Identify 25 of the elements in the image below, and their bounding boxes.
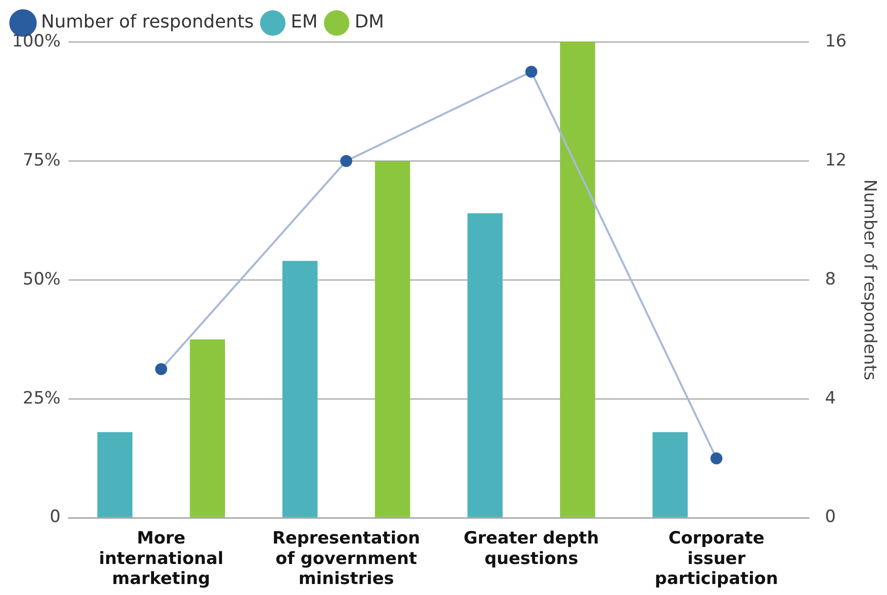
y-tick-label: 75% [22,150,61,170]
y2-tick-label: 12 [824,150,847,170]
x-tick-label: Representation of government ministries [272,528,420,590]
x-tick-label: Corporate issuer participation [654,528,778,590]
y2-tick-label: 8 [824,269,836,290]
y-tick-label: 100% [12,31,61,52]
bar [374,160,410,518]
bar [190,339,226,518]
legend-label: EM [290,12,318,33]
bar [652,432,688,518]
legend-label: Number of respondents [41,12,254,33]
y-tick-label: 50% [22,269,61,290]
x-tick-label: More international marketing [98,528,224,590]
legend-label: DM [354,12,384,33]
bar [282,260,318,518]
y2-tick-label: 16 [824,31,847,52]
bar [560,42,596,518]
bar [467,213,503,518]
y2-tick-label: 4 [824,388,836,408]
y-tick-label: 25% [22,388,61,408]
x-tick-label: Greater depth questions [464,528,600,569]
y-tick-label: 0 [50,507,61,528]
y2-tick-label: 0 [824,507,836,528]
bar [97,432,132,518]
y2-axis-title: Number of respondents [859,179,880,381]
